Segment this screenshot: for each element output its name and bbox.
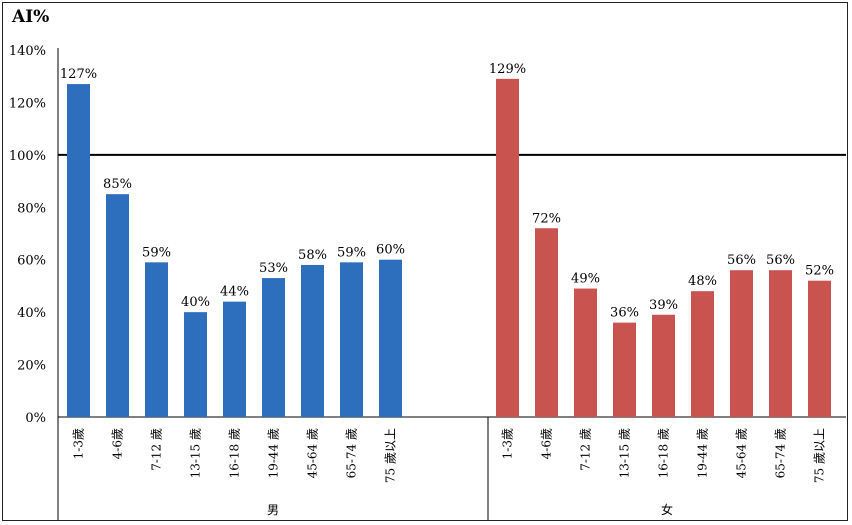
bar-male [145, 262, 168, 417]
category-label: 19-44 歲 [696, 428, 710, 478]
bar-male [301, 264, 324, 417]
y-axis-title: AI% [11, 7, 49, 27]
y-tick-label: 40% [17, 306, 46, 321]
category-label: 4-6歲 [540, 428, 554, 459]
bar-female [808, 280, 831, 417]
data-label: 56% [766, 253, 795, 268]
y-tick-label: 80% [17, 201, 46, 216]
category-label: 45-64 歲 [306, 428, 320, 478]
data-label: 72% [532, 211, 561, 226]
bar-female [730, 270, 753, 417]
category-label: 13-15 歲 [189, 428, 203, 478]
data-label: 49% [571, 272, 600, 287]
y-tick-label: 140% [9, 44, 46, 59]
data-label: 40% [181, 295, 210, 310]
data-label: 58% [298, 248, 327, 263]
category-label: 65-74 歲 [774, 428, 788, 478]
bar-male [340, 262, 363, 417]
data-label: 56% [727, 253, 756, 268]
bar-female [769, 270, 792, 417]
category-label: 75 歲以上 [384, 428, 398, 483]
bar-male [223, 301, 246, 417]
data-label: 59% [337, 245, 366, 260]
data-label: 127% [60, 67, 97, 82]
bar-female [496, 78, 519, 417]
data-label: 48% [688, 274, 717, 289]
category-label: 16-18 歲 [657, 428, 671, 478]
data-label: 52% [805, 264, 834, 279]
category-label: 45-64 歲 [735, 428, 749, 478]
group-labels: 男女 [267, 502, 673, 517]
bar-male [262, 278, 285, 417]
group-label-female: 女 [661, 502, 673, 517]
category-label: 1-3歲 [72, 428, 86, 459]
data-label: 39% [649, 298, 678, 313]
y-tick-label: 100% [9, 149, 46, 164]
data-label: 53% [259, 261, 288, 276]
category-label: 13-15 歲 [618, 428, 632, 478]
y-tick-label: 120% [9, 96, 46, 111]
bar-female [574, 288, 597, 417]
bar-male [106, 194, 129, 417]
data-label: 60% [376, 243, 405, 258]
bar-female [691, 291, 714, 417]
category-label: 4-6歲 [111, 428, 125, 459]
bars [67, 78, 831, 417]
bar-female [613, 322, 636, 417]
data-labels: 127% 85% 59% 40% 44% 53% 58% 59% 60% 129% 72% 49% 36… [60, 62, 834, 321]
category-label: 75 歲以上 [813, 428, 827, 483]
axes [57, 48, 846, 520]
y-tick-label: 0% [25, 411, 46, 426]
category-labels: 1-3歲 4-6歲 7-12 歲 13-15 歲 16-18 歲 19-44 歲 45-64… [72, 428, 827, 483]
bar-male [379, 259, 402, 417]
y-axis-ticks: 0% 20% 40% 60% 80% 100% 120% 140% [9, 44, 46, 426]
category-label: 1-3歲 [501, 428, 515, 459]
y-tick-label: 60% [17, 254, 46, 269]
data-label: 129% [489, 62, 526, 77]
category-label: 7-12 歲 [150, 428, 164, 471]
bar-female [652, 314, 675, 417]
category-label: 19-44 歲 [267, 428, 281, 478]
category-label: 7-12 歲 [579, 428, 593, 471]
group-label-male: 男 [267, 503, 279, 517]
bar-male [67, 84, 90, 417]
data-label: 85% [103, 177, 132, 192]
bar-male [184, 312, 207, 417]
category-label: 16-18 歲 [228, 428, 242, 478]
data-label: 59% [142, 245, 171, 260]
y-tick-label: 20% [17, 359, 46, 374]
data-label: 36% [610, 306, 639, 321]
category-label: 65-74 歲 [345, 428, 359, 478]
bar-female [535, 228, 558, 417]
data-label: 44% [220, 285, 249, 300]
